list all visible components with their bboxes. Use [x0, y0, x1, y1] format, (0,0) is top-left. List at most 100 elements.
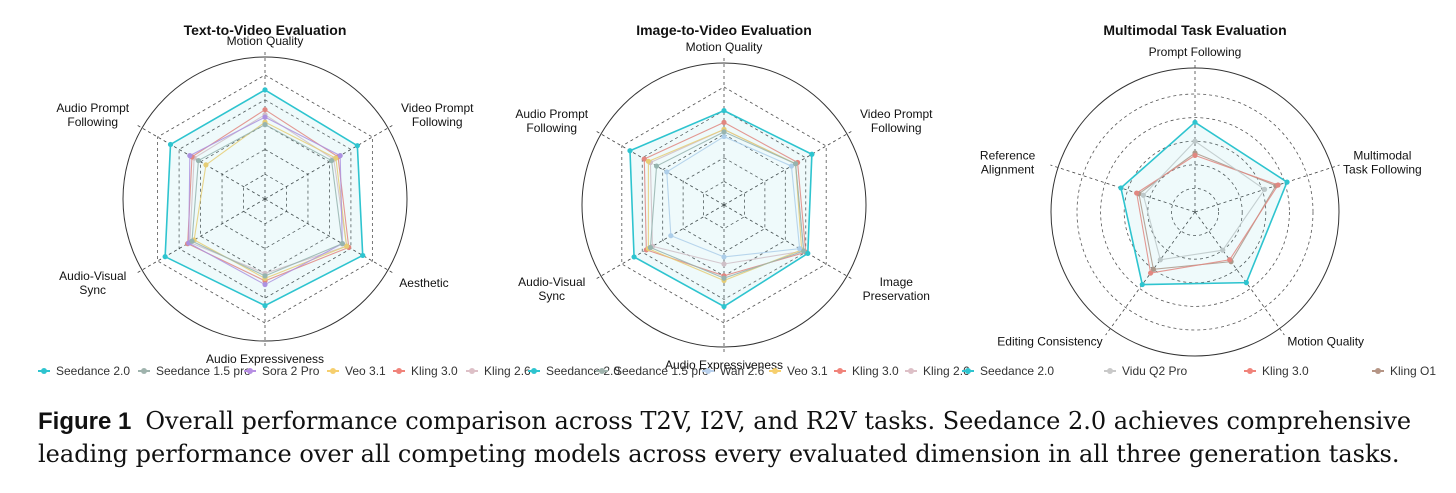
legend-item-seedance-2-0: Seedance 2.0 — [962, 364, 1054, 378]
chart3-axis-spoke — [1105, 211, 1196, 336]
chart2-grid-ring — [641, 110, 807, 300]
chart3-point-kling-3-0 — [1227, 257, 1233, 263]
chart1-point-veo-3-1 — [344, 243, 350, 249]
legend-label: Veo 3.1 — [345, 364, 386, 378]
chart2-point-seedance-1-5-pro — [801, 248, 807, 254]
legend-label: Vidu Q2 Pro — [1122, 364, 1188, 378]
chart3-axis-label: Prompt Following — [1149, 45, 1242, 59]
chart2-point-wan-2-6 — [788, 163, 795, 169]
radar-charts-figure: Text-to-Video Evaluation Motion Quality Vi… — [56, 22, 1421, 372]
chart2-axis-spoke — [723, 129, 855, 206]
chart1-point-sora-2-pro — [262, 281, 268, 288]
chart1-axis-label: Audio Prompt Following — [56, 101, 129, 129]
legend-item-wan-2-6: Wan 2.6 — [702, 364, 764, 378]
legend-item-veo-3-1: Veo 3.1 — [327, 364, 386, 378]
chart2-point-seedance-1-5-pro — [721, 275, 727, 281]
legend-item-kling-2-6: Kling 2.6 — [466, 364, 531, 378]
chart3-series-kling-3-0 — [1136, 154, 1279, 274]
chart1-point-sora-2-pro — [262, 114, 268, 120]
chart3-point-seedance-2-0 — [1118, 185, 1124, 191]
legend-swatch — [834, 368, 846, 374]
legend-swatch — [38, 368, 50, 374]
chart2-point-wan-2-6 — [721, 133, 727, 140]
legend-item-seedance-2-0: Seedance 2.0 — [38, 364, 130, 378]
legend-item-kling-2-6: Kling 2.6 — [905, 364, 970, 378]
chart1-axis-spoke — [134, 198, 266, 275]
legend-label: Seedance 2.0 — [980, 364, 1055, 378]
chart1-point-veo-3-1 — [203, 162, 209, 168]
chart3-axis-spoke — [1050, 164, 1196, 213]
chart2-axis-label: Motion Quality — [686, 40, 763, 54]
chart1-point-seedance-2-0 — [262, 303, 268, 309]
chart2-point-seedance-2-0 — [627, 148, 633, 154]
legend-swatch — [769, 368, 781, 374]
chart1-point-seedance-1-5-pro — [339, 241, 345, 247]
chart2-axis-spoke — [593, 204, 725, 281]
legend-swatch — [466, 368, 478, 374]
chart2-point-seedance-2-0 — [721, 303, 727, 310]
chart3-point-vidu-q2-pro — [1192, 138, 1198, 144]
chart3-grid-ring — [1123, 140, 1267, 284]
legend-item-kling-3-0: Kling 3.0 — [834, 364, 899, 378]
chart2-point-wan-2-6 — [664, 169, 670, 175]
chart2-axis-label: Image Preservation — [863, 275, 930, 303]
chart3-point-kling-3-0 — [1134, 190, 1140, 196]
chart3-point-kling-3-0 — [1192, 152, 1198, 158]
chart2-point-seedance-1-5-pro — [721, 129, 727, 135]
chart2-point-seedance-1-5-pro — [653, 163, 660, 169]
chart1-point-seedance-2-0 — [354, 143, 360, 149]
chart2-point-wan-2-6 — [668, 233, 674, 239]
chart3-point-seedance-2-0 — [1284, 179, 1290, 185]
chart3-point-vidu-q2-pro — [1220, 247, 1226, 253]
chart3-point-vidu-q2-pro — [1261, 186, 1268, 192]
legend-swatch — [1244, 368, 1256, 374]
legend-label: Seedance 1.5 pro — [156, 364, 251, 378]
legend-swatch — [244, 368, 256, 374]
chart3-grid-ring — [1171, 187, 1220, 236]
legend-item-seedance-2-0: Seedance 2.0 — [528, 364, 620, 378]
chart2-point-veo-3-1 — [645, 158, 651, 164]
chart3-title: Multimodal Task Evaluation — [1103, 22, 1286, 38]
chart1-axis-label: Audio-Visual Sync — [59, 269, 126, 297]
chart1-title: Text-to-Video Evaluation — [184, 22, 347, 38]
legend-item-kling-3-0: Kling 3.0 — [393, 364, 458, 378]
chart3-grid-ring — [1076, 93, 1314, 331]
chart1-axis-label: Video Prompt Following — [401, 101, 474, 129]
chart2-axis-spoke — [593, 129, 725, 206]
chart1-point-sora-2-pro — [337, 153, 343, 159]
legend-item-seedance-1-5-pro: Seedance 1.5 pro — [596, 364, 709, 378]
chart1-outer-circle — [122, 56, 408, 342]
legend-label: Veo 3.1 — [787, 364, 828, 378]
legend-label: Sora 2 Pro — [262, 364, 320, 378]
chart2-point-seedance-2-0 — [809, 151, 815, 157]
legend-item-sora-2-pro: Sora 2 Pro — [244, 364, 319, 378]
chart2-point-seedance-1-5-pro — [647, 244, 654, 251]
chart3-point-vidu-q2-pro — [1157, 257, 1163, 263]
legend-swatch — [596, 368, 608, 374]
chart1-point-seedance-2-0 — [167, 141, 174, 148]
chart2-series-seedance-2-0 — [629, 109, 813, 308]
chart2-point-seedance-2-0 — [721, 108, 727, 114]
chart2-title: Image-to-Video Evaluation — [636, 22, 812, 38]
legend-item-seedance-1-5-pro: Seedance 1.5 pro — [138, 364, 251, 378]
chart1-point-veo-3-1 — [333, 155, 339, 161]
legend-swatch — [393, 368, 405, 374]
legend-label: Seedance 2.0 — [546, 364, 621, 378]
chart1-axis-label: Audio Expressiveness — [206, 352, 324, 366]
chart3-point-seedance-2-0 — [1139, 281, 1145, 288]
chart1-point-seedance-1-5-pro — [262, 122, 268, 128]
legend-multimodal: Seedance 2.0 Vidu Q2 Pro Kling 3.0 Kling O1 — [962, 364, 1452, 380]
chart2-point-kling-2-6 — [721, 261, 727, 267]
chart2-grid-ring — [621, 86, 827, 324]
chart2-point-kling-3-0 — [721, 119, 727, 125]
chart1-point-seedance-2-0 — [162, 254, 168, 260]
chart2-axis-spoke — [723, 204, 855, 281]
chart1-axis-label: Aesthetic — [399, 276, 448, 290]
legend-swatch — [905, 368, 917, 374]
chart2-outer-circle — [581, 62, 867, 348]
chart2-point-seedance-1-5-pro — [792, 161, 799, 167]
figure-caption: Figure 1 Overall performance comparison a… — [38, 405, 1438, 471]
chart3-series-seedance-2-0 — [1120, 121, 1289, 286]
chart3-axis-spoke — [1194, 211, 1285, 336]
chart3-point-vidu-q2-pro — [1140, 192, 1146, 198]
